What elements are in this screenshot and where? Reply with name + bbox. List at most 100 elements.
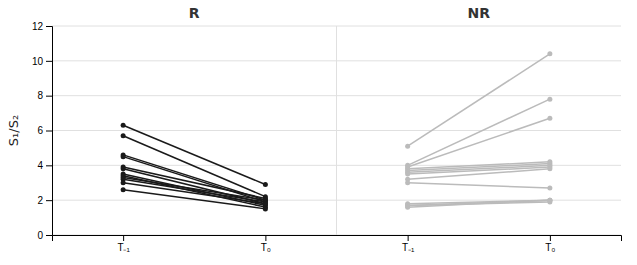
series bbox=[121, 172, 268, 208]
y-tick-label: 4 bbox=[37, 160, 43, 171]
series bbox=[121, 173, 268, 209]
y-axis-title: S₁/S₂ bbox=[6, 115, 21, 146]
series-line bbox=[408, 118, 550, 167]
series-line bbox=[408, 200, 550, 207]
y-tick-mark bbox=[46, 200, 52, 201]
point bbox=[547, 51, 552, 56]
series bbox=[405, 198, 552, 206]
point bbox=[263, 206, 268, 211]
y-tick-label: 2 bbox=[37, 195, 43, 206]
point bbox=[547, 198, 552, 203]
point bbox=[121, 154, 126, 159]
x-tick-mark bbox=[123, 235, 124, 241]
series bbox=[405, 198, 552, 208]
y-tick-mark bbox=[46, 96, 52, 97]
y-tick-label: 0 bbox=[37, 230, 43, 241]
x-tick-label: T₀ bbox=[545, 242, 555, 253]
y-tick-label: 8 bbox=[37, 90, 43, 101]
series-line bbox=[408, 169, 550, 179]
x-tick-label: T₋₁ bbox=[402, 242, 415, 253]
y-axis: 0 2 4 6 8 10 12 bbox=[32, 21, 53, 241]
point bbox=[405, 180, 410, 185]
x-tick-label: T₀ bbox=[261, 242, 271, 253]
x-tick: T₀ bbox=[545, 235, 555, 253]
group-divider bbox=[336, 26, 337, 235]
y-tick-mark bbox=[46, 131, 52, 132]
x-axis-line bbox=[53, 236, 622, 242]
y-tick-mark bbox=[46, 61, 52, 62]
x-tick: T₋₁ bbox=[117, 235, 130, 253]
point bbox=[263, 201, 268, 206]
y-tick-label: 6 bbox=[37, 125, 43, 136]
marks bbox=[121, 51, 553, 211]
y-tick: 2 bbox=[37, 195, 52, 206]
point bbox=[263, 201, 268, 206]
series bbox=[405, 163, 552, 175]
plot: 0 2 4 6 8 10 12 T₋₁ T₀ T₋₁ T₀ bbox=[32, 21, 622, 253]
point bbox=[121, 166, 126, 171]
series bbox=[405, 199, 552, 207]
point bbox=[405, 144, 410, 149]
x-axis: T₋₁ T₀ T₋₁ T₀ bbox=[53, 235, 622, 253]
series bbox=[405, 116, 552, 170]
chart: 024681012T₋₁T₀T₋₁T₀S₁/S₂RNR bbox=[0, 0, 637, 265]
series bbox=[121, 133, 268, 199]
series bbox=[405, 198, 552, 210]
x-tick-mark bbox=[550, 235, 551, 241]
y-tick-mark bbox=[46, 26, 52, 27]
point bbox=[121, 180, 126, 185]
series bbox=[405, 51, 552, 148]
y-axis-line bbox=[46, 27, 53, 236]
series bbox=[405, 166, 552, 181]
series bbox=[121, 180, 268, 206]
x-tick-mark bbox=[408, 235, 409, 241]
series bbox=[121, 187, 268, 211]
point bbox=[547, 185, 552, 190]
y-tick-mark bbox=[46, 165, 52, 166]
y-tick: 8 bbox=[37, 90, 52, 101]
x-tick-label: T₋₁ bbox=[117, 242, 130, 253]
series bbox=[121, 166, 268, 206]
dividers bbox=[336, 26, 337, 235]
series-line bbox=[408, 183, 550, 188]
point bbox=[547, 198, 552, 203]
series-line bbox=[408, 99, 550, 165]
y-tick: 6 bbox=[37, 125, 52, 136]
series bbox=[121, 152, 268, 202]
point bbox=[405, 205, 410, 210]
series-line bbox=[123, 179, 265, 202]
series-line bbox=[123, 125, 265, 184]
grid bbox=[52, 26, 621, 235]
point bbox=[405, 172, 410, 177]
series bbox=[121, 165, 268, 201]
point bbox=[121, 123, 126, 128]
y-tick-mark bbox=[46, 235, 52, 236]
point bbox=[547, 116, 552, 121]
series-line bbox=[123, 190, 265, 209]
series-line bbox=[123, 178, 265, 201]
series bbox=[121, 175, 268, 203]
y-tick: 0 bbox=[37, 230, 52, 241]
y-tick: 10 bbox=[32, 56, 52, 67]
series bbox=[405, 97, 552, 168]
y-tick: 4 bbox=[37, 160, 52, 171]
point bbox=[121, 187, 126, 192]
series-line bbox=[123, 176, 265, 207]
point bbox=[547, 198, 552, 203]
series bbox=[121, 177, 268, 205]
series bbox=[405, 161, 552, 173]
series bbox=[121, 154, 268, 204]
y-tick-label: 10 bbox=[32, 56, 44, 67]
series-line bbox=[123, 136, 265, 197]
point bbox=[121, 133, 126, 138]
series-line bbox=[123, 169, 265, 204]
point bbox=[547, 97, 552, 102]
series bbox=[405, 180, 552, 190]
point bbox=[263, 182, 268, 187]
x-tick-mark bbox=[265, 235, 266, 241]
group-label: R bbox=[189, 5, 200, 21]
y-tick: 12 bbox=[32, 21, 52, 32]
point bbox=[547, 166, 552, 171]
y-tick-label: 12 bbox=[32, 21, 44, 32]
x-tick: T₀ bbox=[261, 235, 271, 253]
